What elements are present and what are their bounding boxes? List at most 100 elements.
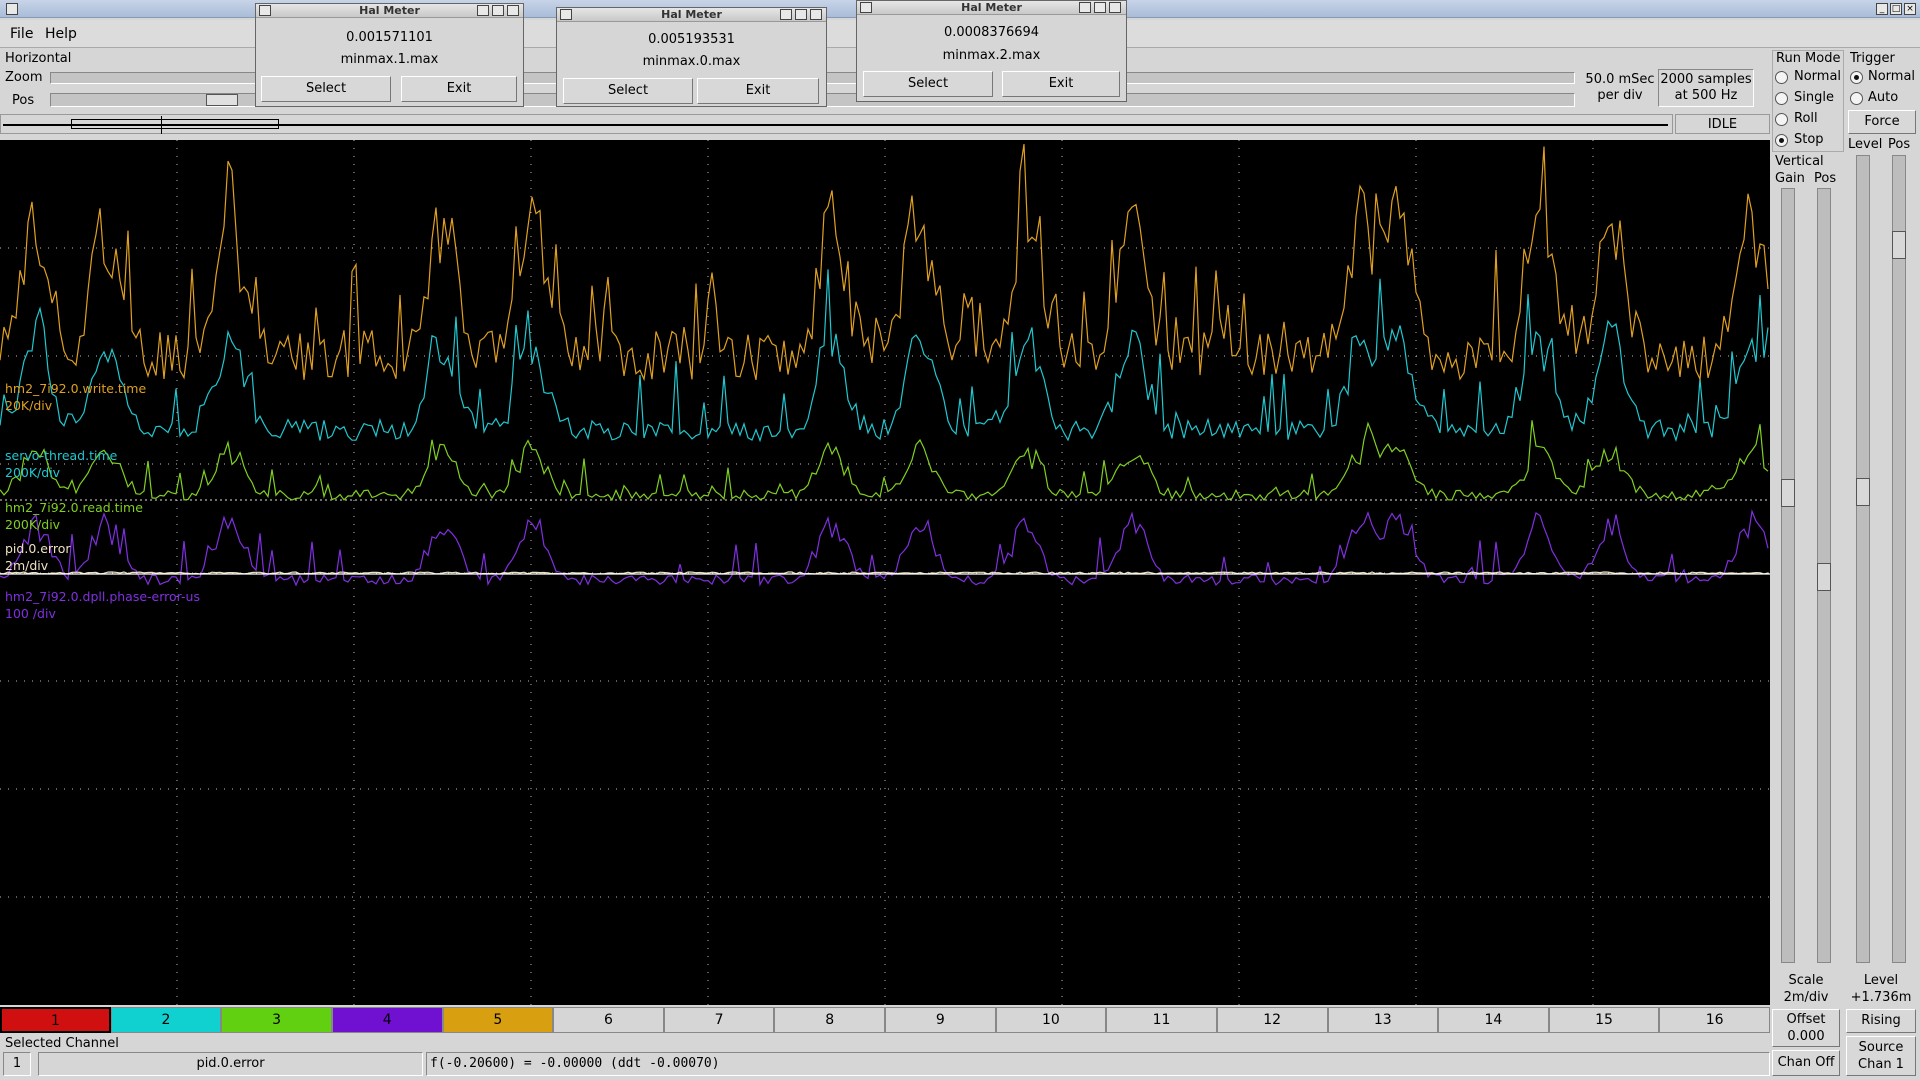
channel-button-7[interactable]: 7 [663,1007,775,1033]
trigger-pos-slider[interactable] [1892,155,1906,963]
hal-meter-1-exit-button[interactable]: Exit [401,76,517,102]
position-slider-thumb[interactable] [206,94,238,106]
trace-3-scale: 200K/div [5,517,61,532]
offset-button[interactable]: Offset 0.000 [1772,1009,1840,1047]
hal-meter-2-maximize-icon[interactable] [795,9,807,20]
menu-file[interactable]: File [10,26,34,42]
hal-meter-1-menu-icon[interactable] [259,5,271,16]
hal-meter-3-close-icon[interactable] [1109,2,1121,13]
hal-meter-1-maximize-icon[interactable] [492,5,504,16]
trace-1-scale: 20K/div [5,398,53,413]
rate-line1: 50.0 mSec [1585,72,1655,87]
hal-meter-1: Hal Meter 0.001571101 minmax.1.max Selec… [255,3,524,107]
hal-meter-2-value: 0.005193531 [648,32,735,47]
trigger-edge-button[interactable]: Rising [1846,1009,1916,1033]
hal-meter-2-close-icon[interactable] [810,9,822,20]
channel-button-1[interactable]: 1 [0,1007,111,1033]
run-mode-title: Run Mode [1776,51,1841,66]
trace-5 [0,509,1769,587]
zoom-label: Zoom [5,70,43,85]
run-stop-radio[interactable] [1775,134,1788,147]
close-icon[interactable]: × [1904,3,1916,15]
vertical-gain-thumb[interactable] [1781,479,1795,507]
channel-button-2[interactable]: 2 [110,1007,222,1033]
vertical-pos-slider[interactable] [1817,188,1831,963]
channel-selector-bar: 1 2 3 4 5 6 7 8 9 10 11 12 13 14 15 16 [0,1007,1770,1033]
hal-meter-1-minimize-icon[interactable] [477,5,489,16]
trace-3 [0,420,1769,502]
hal-meter-3: Hal Meter 0.0008376694 minmax.2.max Sele… [856,0,1127,102]
channel-button-15[interactable]: 15 [1548,1007,1660,1033]
hal-meter-2-exit-button[interactable]: Exit [697,78,819,104]
scope-display[interactable]: hm2_7i92.0.write.time 20K/div servo-thread… [0,140,1770,1005]
trigger-source-line1: Source [1858,1040,1904,1055]
hal-meter-3-minimize-icon[interactable] [1079,2,1091,13]
run-normal-label: Normal [1794,69,1842,84]
hal-meter-3-select-button[interactable]: Select [863,71,993,97]
channel-button-13[interactable]: 13 [1327,1007,1439,1033]
trace-4 [0,571,1769,575]
trace-4-scale: 2m/div [5,558,49,573]
vertical-gain-slider[interactable] [1781,188,1795,963]
selected-channel-name[interactable]: pid.0.error [38,1052,423,1076]
vertical-pos-thumb[interactable] [1817,563,1831,591]
scope-plot [0,140,1770,1005]
trigger-normal-radio[interactable] [1850,71,1863,84]
hal-meter-1-title: Hal Meter [256,4,523,18]
trace-5-scale: 100 /div [5,606,56,621]
hal-meter-2-menu-icon[interactable] [560,9,572,20]
channel-button-16[interactable]: 16 [1659,1007,1770,1033]
trace-4-name: pid.0.error [5,541,71,556]
time-per-div: 50.0 mSec per div [1580,72,1660,104]
hal-meter-1-select-button[interactable]: Select [261,76,391,102]
hal-meter-2-title: Hal Meter [557,8,826,22]
trigger-level-thumb[interactable] [1856,478,1870,506]
hal-meter-3-maximize-icon[interactable] [1094,2,1106,13]
hal-meter-1-close-icon[interactable] [507,5,519,16]
run-roll-label: Roll [1794,111,1818,126]
trace-2-scale: 200K/div [5,465,61,480]
channel-button-9[interactable]: 9 [885,1007,996,1033]
channel-button-3[interactable]: 3 [221,1007,332,1033]
chan-off-button[interactable]: Chan Off [1772,1050,1840,1076]
selected-channel-title: Selected Channel [5,1036,119,1051]
menu-help[interactable]: Help [45,26,77,42]
window-menu-icon[interactable] [6,3,18,15]
hal-meter-3-menu-icon[interactable] [860,2,872,13]
channel-button-12[interactable]: 12 [1216,1007,1328,1033]
offset-value: 0.000 [1787,1029,1825,1044]
hal-meter-2: Hal Meter 0.005193531 minmax.0.max Selec… [556,7,827,107]
trigger-level-slider[interactable] [1856,155,1870,963]
hal-meter-2-minimize-icon[interactable] [780,9,792,20]
trigger-level-readout: Level +1.736m [1845,972,1917,1006]
trigger-source-button[interactable]: Source Chan 1 [1846,1036,1916,1076]
run-normal-radio[interactable] [1775,71,1788,84]
channel-button-14[interactable]: 14 [1438,1007,1549,1033]
run-roll-radio[interactable] [1775,113,1788,126]
maximize-icon[interactable]: □ [1890,3,1902,15]
trigger-pos-thumb[interactable] [1892,231,1906,259]
trigger-source-line2: Chan 1 [1858,1057,1904,1072]
channel-button-6[interactable]: 6 [553,1007,664,1033]
run-single-label: Single [1794,90,1834,105]
minimize-icon[interactable]: _ [1876,3,1888,15]
force-button[interactable]: Force [1848,110,1916,134]
trigger-auto-radio[interactable] [1850,92,1863,105]
rate-line2: per div [1597,88,1643,103]
samples-line2: at 500 Hz [1674,88,1738,103]
hal-meter-2-select-button[interactable]: Select [563,78,693,104]
trace-3-name: hm2_7i92.0.read.time [5,500,143,515]
run-single-radio[interactable] [1775,92,1788,105]
channel-button-8[interactable]: 8 [774,1007,885,1033]
channel-button-5[interactable]: 5 [442,1007,554,1033]
cursor-readout: f(-0.20600) = -0.00000 (ddt -0.00070) [426,1052,1770,1076]
channel-button-11[interactable]: 11 [1106,1007,1217,1033]
sample-info: 2000 samples at 500 Hz [1658,69,1754,107]
hal-meter-3-exit-button[interactable]: Exit [1002,71,1120,97]
trigger-pos-label: Pos [1888,137,1911,152]
scale-readout: Scale 2m/div [1772,972,1840,1006]
trigger-level-title: Level [1863,973,1899,988]
channel-button-10[interactable]: 10 [995,1007,1107,1033]
channel-button-4[interactable]: 4 [331,1007,443,1033]
scale-label: Scale [1788,973,1824,988]
